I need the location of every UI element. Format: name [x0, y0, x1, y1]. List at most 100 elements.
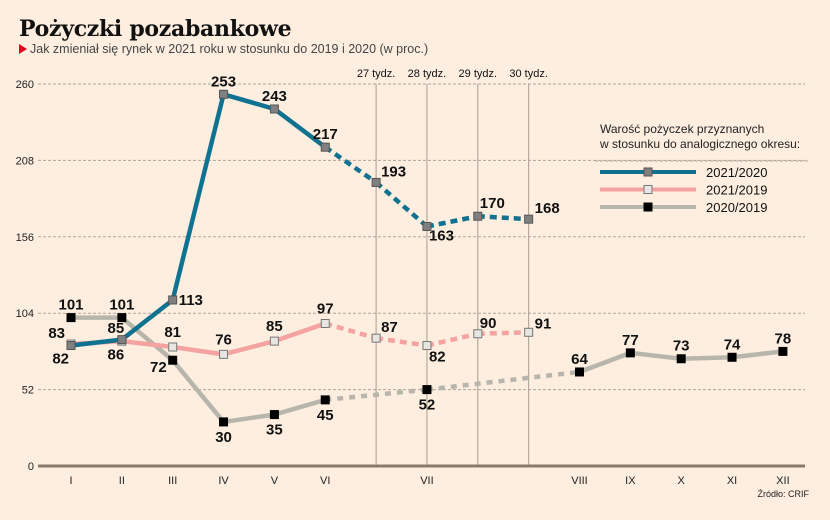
- data-point-marker: [320, 395, 330, 405]
- data-label: 90: [480, 315, 497, 332]
- data-point-marker: [727, 352, 737, 362]
- series-line-segment: [273, 107, 327, 149]
- week-label: 28 tydz.: [408, 68, 447, 80]
- data-label: 52: [419, 397, 436, 414]
- data-point-marker: [422, 385, 432, 395]
- data-label: 64: [571, 351, 588, 368]
- data-label: 83: [48, 325, 65, 342]
- data-point-marker: [524, 327, 534, 337]
- data-point-marker: [778, 346, 788, 356]
- data-label: 77: [622, 332, 639, 349]
- data-point-marker: [422, 341, 432, 351]
- legend-label: 2020/2019: [706, 200, 767, 215]
- data-point-marker: [219, 89, 229, 99]
- x-tick-label: VII: [420, 475, 433, 487]
- data-label: 76: [215, 331, 232, 348]
- data-label: 170: [480, 195, 505, 212]
- subtitle-text: Jak zmieniał się rynek w 2021 roku w sto…: [30, 42, 429, 56]
- data-label: 82: [52, 351, 69, 368]
- series-line-segment: [426, 369, 580, 392]
- legend-swatch-marker: [643, 185, 653, 194]
- data-label: 35: [266, 422, 283, 439]
- data-label: 193: [381, 163, 406, 180]
- y-tick-label: 260: [16, 79, 34, 91]
- data-point-marker: [168, 295, 178, 305]
- data-point-marker: [219, 417, 229, 427]
- data-label: 87: [381, 319, 398, 336]
- data-point-marker: [320, 318, 330, 328]
- data-label: 101: [58, 297, 83, 314]
- series-line-segment: [375, 335, 428, 348]
- x-tick-label: IV: [218, 475, 229, 487]
- data-label: 45: [317, 407, 334, 424]
- week-label: 30 tydz.: [509, 68, 548, 80]
- series-line-segment: [120, 298, 175, 342]
- data-label: 82: [429, 349, 446, 366]
- series-line-segment: [374, 180, 429, 229]
- legend-swatch-marker: [643, 167, 653, 177]
- x-tick-label: III: [168, 475, 177, 487]
- data-point-marker: [524, 214, 534, 224]
- data-point-marker: [422, 222, 432, 232]
- data-label: 78: [775, 330, 792, 347]
- series-line-segment: [121, 338, 173, 350]
- data-label: 101: [109, 297, 134, 314]
- data-label: 253: [211, 73, 236, 90]
- chart-subtitle: Jak zmieniał się rynek w 2021 roku w sto…: [19, 42, 428, 56]
- data-label: 85: [266, 318, 283, 335]
- data-label: 86: [108, 347, 125, 364]
- data-label: 97: [317, 300, 334, 317]
- legend-swatch-marker: [643, 202, 653, 212]
- y-tick-label: 208: [16, 155, 34, 167]
- data-label: 163: [429, 228, 454, 245]
- legend-title: w stosunku do analogicznego okresu:: [599, 137, 800, 151]
- data-point-marker: [575, 367, 584, 377]
- data-point-marker: [168, 342, 178, 352]
- x-tick-label: IX: [625, 475, 636, 487]
- chart-title: Pożyczki pozabankowe: [19, 16, 292, 42]
- series-line-segment: [681, 355, 733, 361]
- x-tick-label: I: [69, 475, 72, 487]
- series-line-segment: [222, 92, 276, 112]
- legend-label: 2021/2019: [706, 183, 767, 198]
- data-point-marker: [66, 341, 76, 351]
- series-line-segment: [273, 321, 326, 344]
- series-line-segment: [222, 338, 275, 357]
- red-triangle-icon: [19, 44, 27, 54]
- data-point-marker: [117, 335, 127, 345]
- data-label: 85: [108, 320, 125, 337]
- data-label: 73: [673, 338, 690, 355]
- series-line-segment: [223, 412, 275, 425]
- data-label: 113: [179, 292, 203, 309]
- series-line-segment: [477, 213, 529, 222]
- y-tick-label: 0: [28, 461, 34, 473]
- series-line-segment: [630, 350, 682, 361]
- data-label: 30: [215, 429, 232, 446]
- data-label: 74: [724, 336, 741, 353]
- series-line-segment: [70, 337, 123, 348]
- data-point-marker: [473, 211, 483, 221]
- x-tick-label: VI: [320, 475, 330, 487]
- series-line-segment: [273, 397, 326, 417]
- data-label: 243: [262, 88, 287, 105]
- week-label: 27 tydz.: [357, 68, 396, 80]
- y-tick-label: 104: [16, 308, 34, 320]
- series-line-segment: [323, 145, 378, 185]
- data-point-marker: [269, 336, 279, 346]
- data-point-marker: [168, 355, 178, 365]
- data-label: 91: [535, 315, 552, 332]
- data-point-marker: [219, 349, 229, 359]
- data-point-marker: [117, 313, 127, 323]
- data-point-marker: [320, 142, 330, 152]
- data-point-marker: [676, 354, 686, 364]
- series-line-segment: [731, 349, 784, 360]
- series-line-segment: [170, 358, 226, 424]
- x-tick-label: X: [678, 475, 686, 487]
- series-line-segment: [172, 344, 224, 357]
- series-line-segment: [477, 330, 529, 337]
- data-point-marker: [371, 177, 381, 187]
- series-line-segment: [324, 321, 377, 341]
- x-tick-label: XI: [727, 475, 737, 487]
- legend-title: Warość pożyczek przyznanych: [600, 122, 764, 136]
